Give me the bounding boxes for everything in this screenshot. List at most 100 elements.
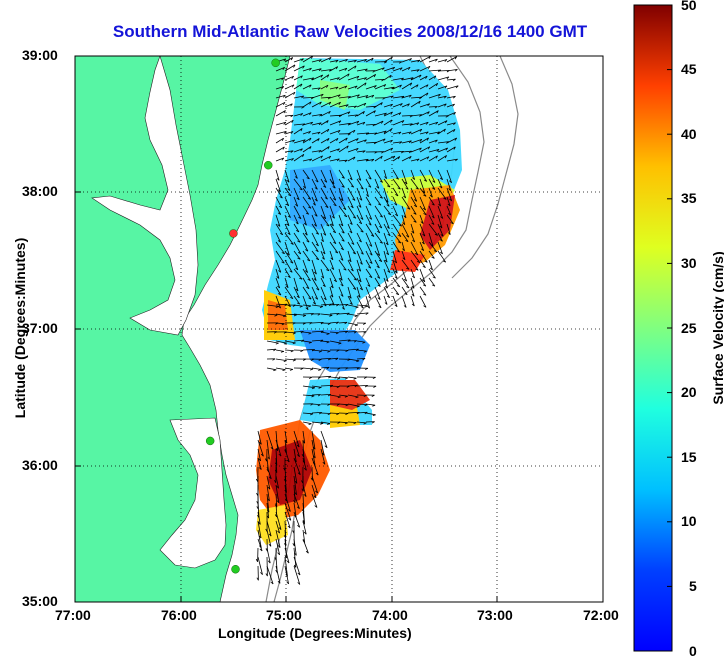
velocity-arrowhead xyxy=(338,342,342,345)
velocity-arrowhead xyxy=(415,268,419,271)
velocity-arrowhead xyxy=(281,138,284,141)
velocity-arrow xyxy=(266,466,272,479)
velocity-arrow xyxy=(338,241,344,251)
velocity-arrow xyxy=(401,140,412,144)
velocity-arrow xyxy=(428,139,438,144)
velocity-arrowhead xyxy=(297,572,301,576)
velocity-arrowhead xyxy=(423,179,427,182)
velocity-arrowhead xyxy=(308,341,312,344)
velocity-arrow xyxy=(347,187,356,201)
velocity-arrow xyxy=(374,169,383,183)
velocity-arrowhead xyxy=(417,261,421,263)
velocity-arrow xyxy=(284,205,291,218)
velocity-arrow xyxy=(338,73,350,81)
velocity-arrow xyxy=(446,187,453,202)
velocity-arrowhead xyxy=(301,453,304,458)
velocity-arrowhead xyxy=(310,368,314,371)
velocity-arrowhead xyxy=(327,129,330,132)
velocity-arrowhead xyxy=(320,93,324,97)
velocity-arrowhead xyxy=(372,376,376,380)
velocity-arrowhead xyxy=(444,155,447,159)
velocity-arrow xyxy=(410,59,420,63)
velocity-arrowhead xyxy=(258,458,261,462)
velocity-arrow xyxy=(374,138,386,144)
velocity-arrowhead xyxy=(453,112,456,115)
velocity-arrow xyxy=(293,250,301,260)
velocity-arrowhead xyxy=(287,509,291,512)
velocity-arrowhead xyxy=(352,198,356,201)
velocity-arrow xyxy=(347,59,357,63)
velocity-arrowhead xyxy=(319,101,322,105)
velocity-arrow xyxy=(311,241,319,252)
velocity-arrow xyxy=(302,349,315,351)
velocity-arrow xyxy=(311,385,322,388)
velocity-arrowhead xyxy=(422,284,426,287)
velocity-arrow xyxy=(302,84,312,90)
velocity-arrowhead xyxy=(406,267,410,270)
velocity-arrowhead xyxy=(404,278,407,282)
velocity-arrowhead xyxy=(350,268,354,272)
velocity-arrowhead xyxy=(363,350,367,353)
velocity-arrowhead xyxy=(398,131,402,135)
velocity-arrowhead xyxy=(430,267,433,271)
velocity-arrow xyxy=(383,111,393,117)
velocity-arrow xyxy=(365,110,376,117)
velocity-arrow xyxy=(419,286,427,296)
velocity-arrowhead xyxy=(323,185,327,188)
velocity-arrow xyxy=(446,223,451,235)
velocity-arrowhead xyxy=(379,180,383,183)
velocity-arrow xyxy=(428,131,440,135)
velocity-arrow xyxy=(383,196,390,207)
velocity-arrow xyxy=(446,85,459,90)
velocity-arrowhead xyxy=(391,86,395,90)
velocity-arrow xyxy=(383,169,387,179)
velocity-arrowhead xyxy=(268,476,272,480)
velocity-arrow xyxy=(374,120,384,126)
x-tick-label: 73:00 xyxy=(477,607,513,623)
velocity-arrowhead xyxy=(353,340,357,343)
velocity-arrowhead xyxy=(295,267,299,271)
velocity-arrow xyxy=(266,502,270,519)
velocity-arrowhead xyxy=(383,130,387,134)
velocity-arrow xyxy=(311,250,320,260)
velocity-arrowhead xyxy=(345,413,349,416)
velocity-arrow xyxy=(410,69,420,72)
velocity-arrow xyxy=(428,250,435,259)
velocity-arrow xyxy=(266,529,272,547)
velocity-arrow xyxy=(284,277,289,288)
velocity-arrowhead xyxy=(300,367,304,370)
velocity-arrow xyxy=(329,66,338,72)
velocity-arrow xyxy=(374,178,380,189)
velocity-arrowhead xyxy=(275,342,279,345)
sounds xyxy=(159,417,227,569)
velocity-arrowhead xyxy=(305,212,309,215)
velocity-arrow xyxy=(311,304,323,307)
velocity-arrow xyxy=(347,148,359,153)
velocity-arrow xyxy=(293,339,304,342)
velocity-arrowhead xyxy=(300,83,303,87)
velocity-arrow xyxy=(446,196,451,207)
velocity-arrow xyxy=(311,259,317,275)
velocity-arrowhead xyxy=(335,86,339,90)
velocity-arrowhead xyxy=(288,517,292,521)
velocity-arrowhead xyxy=(287,525,291,529)
velocity-arrowhead xyxy=(346,385,350,388)
velocity-arrow xyxy=(293,113,303,117)
velocity-arrow xyxy=(311,349,322,352)
velocity-arrow xyxy=(302,340,312,343)
velocity-arrowhead xyxy=(298,216,302,220)
velocity-arrow xyxy=(446,169,452,183)
velocity-arrow xyxy=(311,421,324,424)
velocity-arrow xyxy=(284,84,295,90)
velocity-arrowhead xyxy=(345,304,349,307)
velocity-arrow xyxy=(419,131,429,135)
velocity-arrowhead xyxy=(255,558,258,562)
velocity-arrowhead xyxy=(290,114,294,118)
velocity-arrowhead xyxy=(358,221,362,225)
velocity-arrow xyxy=(437,128,446,135)
velocity-arrow xyxy=(320,277,326,287)
velocity-arrowhead xyxy=(345,377,349,380)
velocity-arrow xyxy=(365,74,376,81)
velocity-arrow xyxy=(446,56,457,63)
velocity-arrowhead xyxy=(345,59,348,62)
